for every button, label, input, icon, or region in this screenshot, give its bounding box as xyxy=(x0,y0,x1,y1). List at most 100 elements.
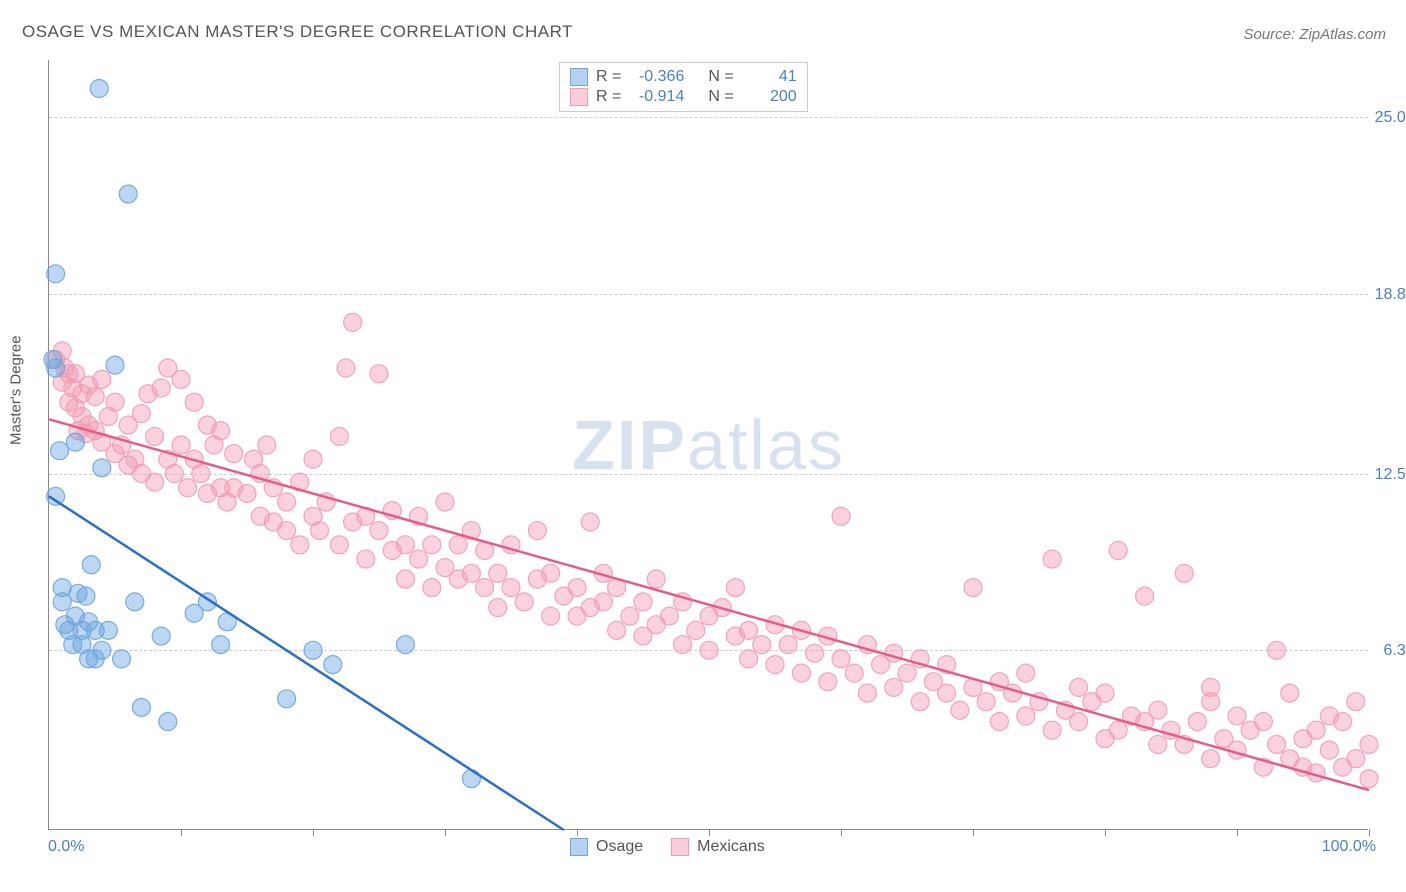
scatter-point-osage xyxy=(47,359,65,377)
scatter-point-mexicans xyxy=(462,564,480,582)
scatter-point-mexicans xyxy=(1307,721,1325,739)
n-label: N = xyxy=(708,88,733,106)
scatter-point-mexicans xyxy=(898,664,916,682)
y-tick-label: 12.5% xyxy=(1375,466,1406,484)
scatter-point-mexicans xyxy=(238,484,256,502)
scatter-point-mexicans xyxy=(964,579,982,597)
scatter-point-mexicans xyxy=(1254,713,1272,731)
scatter-point-mexicans xyxy=(489,599,507,617)
scatter-point-mexicans xyxy=(819,673,837,691)
scatter-point-mexicans xyxy=(1347,693,1365,711)
x-tick xyxy=(181,829,182,836)
scatter-point-osage xyxy=(152,627,170,645)
scatter-point-mexicans xyxy=(832,507,850,525)
scatter-point-mexicans xyxy=(225,445,243,463)
scatter-point-mexicans xyxy=(1360,735,1378,753)
scatter-point-mexicans xyxy=(594,593,612,611)
scatter-point-osage xyxy=(99,621,117,639)
scatter-point-osage xyxy=(77,587,95,605)
scatter-point-mexicans xyxy=(1149,735,1167,753)
y-axis-title: Master's Degree xyxy=(8,335,25,445)
scatter-point-osage xyxy=(159,713,177,731)
scatter-point-mexicans xyxy=(792,664,810,682)
scatter-point-mexicans xyxy=(1281,684,1299,702)
r-value-mexicans: -0.914 xyxy=(629,88,684,106)
scatter-point-mexicans xyxy=(806,644,824,662)
legend-stats-box: R = -0.366 N = 41 R = -0.914 N = 200 xyxy=(559,62,808,112)
legend-label-osage: Osage xyxy=(596,838,643,856)
x-tick xyxy=(445,829,446,836)
scatter-point-mexicans xyxy=(938,684,956,702)
scatter-point-osage xyxy=(47,265,65,283)
scatter-point-mexicans xyxy=(911,693,929,711)
x-tick xyxy=(973,829,974,836)
scatter-point-mexicans xyxy=(1017,664,1035,682)
scatter-point-osage xyxy=(82,556,100,574)
x-tick xyxy=(841,829,842,836)
scatter-point-mexicans xyxy=(93,370,111,388)
scatter-svg xyxy=(49,60,1368,829)
scatter-point-mexicans xyxy=(278,493,296,511)
scatter-point-mexicans xyxy=(634,593,652,611)
scatter-point-mexicans xyxy=(1175,564,1193,582)
scatter-point-mexicans xyxy=(1109,721,1127,739)
scatter-point-mexicans xyxy=(449,536,467,554)
n-label: N = xyxy=(708,68,733,86)
scatter-point-mexicans xyxy=(515,593,533,611)
scatter-point-mexicans xyxy=(344,313,362,331)
scatter-point-osage xyxy=(93,459,111,477)
scatter-point-osage xyxy=(51,442,69,460)
scatter-point-mexicans xyxy=(568,579,586,597)
scatter-point-mexicans xyxy=(291,536,309,554)
scatter-point-mexicans xyxy=(1202,678,1220,696)
scatter-point-mexicans xyxy=(621,607,639,625)
y-tick-label: 6.3% xyxy=(1384,642,1406,660)
scatter-point-mexicans xyxy=(337,359,355,377)
scatter-point-mexicans xyxy=(132,405,150,423)
scatter-point-osage xyxy=(119,185,137,203)
r-label: R = xyxy=(596,68,621,86)
scatter-point-mexicans xyxy=(740,650,758,668)
scatter-point-mexicans xyxy=(1320,741,1338,759)
x-tick xyxy=(1237,829,1238,836)
scatter-point-osage xyxy=(126,593,144,611)
scatter-point-mexicans xyxy=(502,579,520,597)
scatter-point-mexicans xyxy=(845,664,863,682)
scatter-point-osage xyxy=(462,770,480,788)
scatter-point-mexicans xyxy=(179,479,197,497)
scatter-point-osage xyxy=(396,636,414,654)
scatter-point-mexicans xyxy=(1360,770,1378,788)
legend-stats-row-mexicans: R = -0.914 N = 200 xyxy=(570,87,797,107)
scatter-point-osage xyxy=(113,650,131,668)
scatter-point-mexicans xyxy=(185,393,203,411)
scatter-point-mexicans xyxy=(172,370,190,388)
scatter-point-mexicans xyxy=(311,522,329,540)
scatter-point-mexicans xyxy=(951,701,969,719)
chart-title: OSAGE VS MEXICAN MASTER'S DEGREE CORRELA… xyxy=(22,22,573,42)
scatter-point-mexicans xyxy=(885,678,903,696)
scatter-point-mexicans xyxy=(278,522,296,540)
legend-label-mexicans: Mexicans xyxy=(697,838,765,856)
scatter-point-mexicans xyxy=(1188,713,1206,731)
scatter-point-osage xyxy=(304,641,322,659)
scatter-point-mexicans xyxy=(542,564,560,582)
scatter-point-mexicans xyxy=(990,713,1008,731)
n-value-osage: 41 xyxy=(742,68,797,86)
scatter-point-mexicans xyxy=(1268,641,1286,659)
scatter-point-mexicans xyxy=(542,607,560,625)
scatter-point-mexicans xyxy=(192,465,210,483)
scatter-point-mexicans xyxy=(423,579,441,597)
r-value-osage: -0.366 xyxy=(629,68,684,86)
scatter-point-mexicans xyxy=(1202,750,1220,768)
scatter-point-mexicans xyxy=(528,522,546,540)
scatter-point-mexicans xyxy=(258,436,276,454)
scatter-point-mexicans xyxy=(1136,587,1154,605)
x-axis-max-label: 100.0% xyxy=(1322,838,1376,856)
legend-swatch-mexicans xyxy=(671,838,689,856)
scatter-point-mexicans xyxy=(832,650,850,668)
scatter-point-mexicans xyxy=(146,427,164,445)
x-tick xyxy=(1105,829,1106,836)
scatter-point-mexicans xyxy=(370,365,388,383)
x-tick xyxy=(577,829,578,836)
scatter-point-mexicans xyxy=(1109,542,1127,560)
